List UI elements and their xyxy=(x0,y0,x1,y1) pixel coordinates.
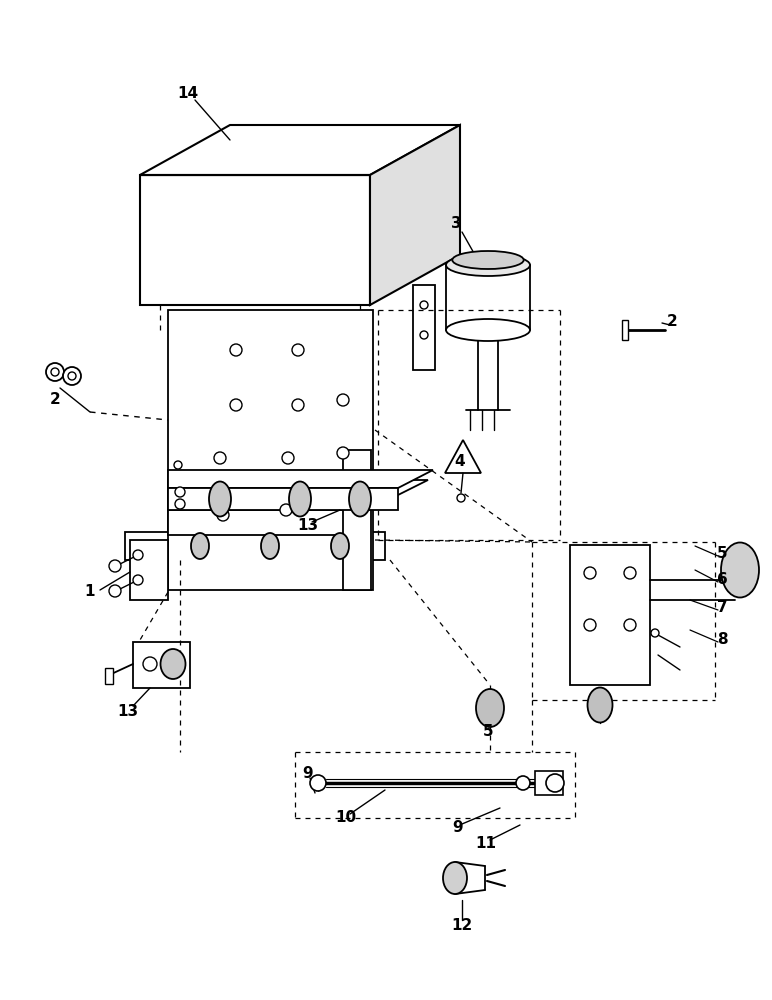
Text: 6: 6 xyxy=(716,572,727,587)
Circle shape xyxy=(46,363,64,381)
Polygon shape xyxy=(370,125,460,305)
Text: 12: 12 xyxy=(452,918,472,934)
Text: 4: 4 xyxy=(455,454,466,470)
Circle shape xyxy=(624,567,636,579)
Text: 5: 5 xyxy=(482,724,493,740)
Polygon shape xyxy=(168,480,428,510)
Circle shape xyxy=(214,452,226,464)
Ellipse shape xyxy=(161,649,185,679)
Text: 2: 2 xyxy=(667,314,677,330)
Circle shape xyxy=(282,452,294,464)
Circle shape xyxy=(51,368,59,376)
Circle shape xyxy=(584,567,596,579)
Ellipse shape xyxy=(721,542,759,597)
Ellipse shape xyxy=(446,319,530,341)
Circle shape xyxy=(109,585,121,597)
Ellipse shape xyxy=(443,862,467,894)
Circle shape xyxy=(337,447,349,459)
Circle shape xyxy=(133,550,143,560)
Circle shape xyxy=(546,774,564,792)
Circle shape xyxy=(420,301,428,309)
Polygon shape xyxy=(168,470,433,488)
Circle shape xyxy=(230,399,242,411)
Polygon shape xyxy=(105,668,113,684)
Ellipse shape xyxy=(457,494,465,502)
Circle shape xyxy=(63,367,81,385)
Polygon shape xyxy=(445,440,481,473)
Polygon shape xyxy=(622,320,628,340)
Ellipse shape xyxy=(289,482,311,516)
Ellipse shape xyxy=(191,533,209,559)
Text: 11: 11 xyxy=(476,836,496,852)
Text: 8: 8 xyxy=(716,633,727,648)
Polygon shape xyxy=(168,488,398,510)
Circle shape xyxy=(584,619,596,631)
Circle shape xyxy=(175,487,185,497)
Circle shape xyxy=(420,331,428,339)
Text: 2: 2 xyxy=(49,392,60,408)
Circle shape xyxy=(143,657,157,671)
Text: 7: 7 xyxy=(716,600,727,615)
Text: 10: 10 xyxy=(336,810,357,826)
Ellipse shape xyxy=(476,689,504,727)
Circle shape xyxy=(292,399,304,411)
Text: 9: 9 xyxy=(452,820,463,836)
Circle shape xyxy=(68,372,76,380)
Polygon shape xyxy=(140,125,460,175)
Polygon shape xyxy=(570,545,650,685)
Circle shape xyxy=(310,775,326,791)
Text: 1: 1 xyxy=(85,584,95,599)
Polygon shape xyxy=(125,532,385,560)
Circle shape xyxy=(175,499,185,509)
Polygon shape xyxy=(130,540,168,600)
Ellipse shape xyxy=(349,482,371,516)
Text: 13: 13 xyxy=(117,704,138,720)
Polygon shape xyxy=(413,285,435,370)
Polygon shape xyxy=(535,771,563,795)
Ellipse shape xyxy=(452,251,523,269)
Ellipse shape xyxy=(446,254,530,276)
Circle shape xyxy=(280,504,292,516)
Polygon shape xyxy=(133,642,190,688)
Circle shape xyxy=(516,776,530,790)
Ellipse shape xyxy=(331,533,349,559)
Circle shape xyxy=(133,575,143,585)
Polygon shape xyxy=(140,175,370,305)
Polygon shape xyxy=(343,450,371,590)
Text: 9: 9 xyxy=(303,766,313,780)
Text: 14: 14 xyxy=(178,86,198,101)
Ellipse shape xyxy=(261,533,279,559)
Circle shape xyxy=(624,619,636,631)
Circle shape xyxy=(230,344,242,356)
Circle shape xyxy=(217,509,229,521)
Circle shape xyxy=(292,344,304,356)
Text: 5: 5 xyxy=(716,546,727,560)
Text: 3: 3 xyxy=(451,217,462,232)
Circle shape xyxy=(651,629,659,637)
Text: 13: 13 xyxy=(297,518,319,534)
Circle shape xyxy=(337,394,349,406)
Ellipse shape xyxy=(587,688,612,722)
Circle shape xyxy=(174,461,182,469)
Circle shape xyxy=(109,560,121,572)
Polygon shape xyxy=(168,510,368,535)
Polygon shape xyxy=(168,310,373,590)
Ellipse shape xyxy=(209,482,231,516)
